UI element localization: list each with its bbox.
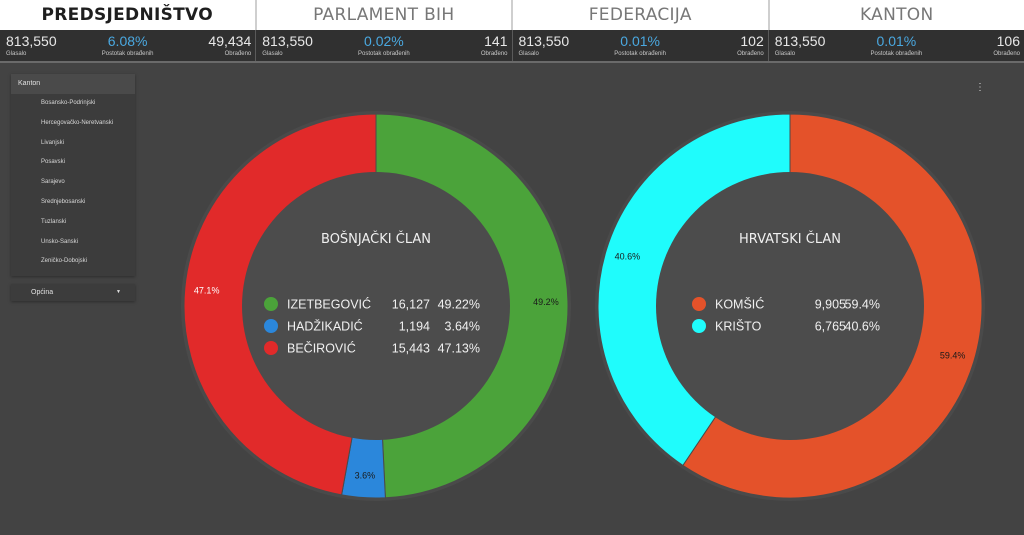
legend-name: HADŽIKADIĆ	[287, 319, 363, 334]
legend-name: KRIŠTO	[715, 319, 762, 334]
election-tabs: PREDSJEDNIŠTVO PARLAMENT BIH FEDERACIJA …	[0, 0, 1024, 30]
glasalo-value: 813,550	[6, 33, 57, 49]
legend-swatch	[692, 319, 706, 333]
stat-group-federacija: 813,550 Glasalo 0.01% Postotak obrađenih…	[513, 30, 769, 61]
legend-value: 9,905	[815, 298, 846, 312]
donut-hole	[242, 172, 510, 440]
obradeno-value: 102	[740, 33, 764, 49]
legend-percent: 47.13%	[438, 342, 480, 356]
legend-swatch	[264, 319, 278, 333]
postotak-label: Postotak obrađenih	[358, 51, 410, 57]
kanton-item[interactable]: Unsko-Sanski	[41, 238, 79, 245]
postotak-label: Postotak obrađenih	[101, 51, 154, 57]
opcina-dropdown-label: Općina	[31, 289, 54, 296]
slice-label: 59.4%	[940, 351, 966, 361]
donut-title: BOŠNJAČKI ČLAN	[321, 231, 431, 247]
donut-bosnjacki: 49.2% 3.6% 47.1% BOŠNJAČKI ČLAN IZETBEGOVI…	[181, 111, 571, 501]
postotak-label: Postotak obrađenih	[870, 51, 923, 57]
legend-value: 6,765	[815, 320, 846, 334]
slice-label: 47.1%	[194, 286, 220, 296]
legend-value: 1,194	[399, 320, 430, 334]
obradeno-value: 49,434	[208, 33, 252, 49]
postotak-value: 6.08%	[107, 33, 148, 49]
obradeno-value: 141	[484, 33, 508, 49]
legend-percent: 59.4%	[845, 298, 880, 312]
tab-parlament-bih[interactable]: PARLAMENT BIH	[257, 0, 513, 30]
tab-federacija[interactable]: FEDERACIJA	[513, 0, 770, 30]
stats-strip: 813,550 Glasalo 6.08% Postotak obrađenih…	[0, 30, 1024, 63]
slice-label: 3.6%	[355, 471, 376, 481]
legend-percent: 49.22%	[438, 298, 480, 312]
legend-name: IZETBEGOVIĆ	[287, 297, 371, 312]
donut-hrvatski: 59.4%40.6% HRVATSKI ČLAN KOMŠIĆ 9,90559.4…	[595, 111, 985, 501]
kanton-item[interactable]: Hercegovačko-Neretvanski	[41, 119, 114, 126]
glasalo-value: 813,550	[774, 33, 826, 49]
glasalo-label: Glasalo	[774, 51, 796, 57]
more-options-icon[interactable]: ⋮	[975, 82, 985, 93]
obradeno-label: Obrađeno	[993, 51, 1020, 57]
glasalo-label: Glasalo	[262, 51, 283, 57]
donut-hole	[656, 172, 924, 440]
legend-value: 15,443	[392, 342, 430, 356]
caret-down-icon: ▼	[116, 289, 121, 295]
glasalo-value: 813,550	[262, 33, 313, 49]
tab-predsjednistvo[interactable]: PREDSJEDNIŠTVO	[0, 0, 257, 30]
slice-labels-hrvatski: 59.4% 40.6%	[615, 251, 966, 360]
legend-percent: 3.64%	[445, 320, 480, 334]
glasalo-label: Glasalo	[6, 51, 27, 57]
kanton-item[interactable]: Posavski	[41, 159, 66, 166]
legend-swatch	[264, 297, 278, 311]
donut-title: HRVATSKI ČLAN	[739, 231, 841, 247]
stat-group-predsjednistvo: 813,550 Glasalo 6.08% Postotak obrađenih…	[0, 30, 257, 61]
postotak-label: Postotak obrađenih	[614, 51, 666, 57]
kanton-item[interactable]: Bosansko-Podrinjski	[41, 100, 96, 106]
kanton-item[interactable]: Tuzlanski	[41, 218, 67, 225]
legend-percent: 40.6%	[845, 320, 880, 334]
kanton-item[interactable]: Srednjebosanski	[41, 198, 86, 205]
postotak-value: 0.02%	[364, 33, 404, 49]
legend-value: 16,127	[392, 298, 430, 312]
kanton-list: Bosansko-Podrinjski Hercegovačko-Neretva…	[11, 94, 135, 272]
glasalo-label: Glasalo	[518, 51, 539, 57]
obradeno-value: 106	[996, 33, 1020, 49]
stat-group-parlament: 813,550 Glasalo 0.02% Postotak obrađenih…	[256, 30, 513, 61]
postotak-value: 0.01%	[876, 33, 917, 49]
legend-swatch	[692, 297, 706, 311]
legend-name: BEČIROVIĆ	[287, 341, 356, 356]
kanton-item[interactable]: Livanjski	[41, 139, 65, 146]
obradeno-label: Obrađeno	[224, 51, 252, 57]
glasalo-value: 813,550	[518, 33, 570, 49]
tab-kanton[interactable]: KANTON	[860, 5, 934, 25]
slice-labels-bosnjacki: 49.2% 3.6% 47.1%	[194, 286, 559, 481]
kanton-item[interactable]: Zeničko-Dobojski	[41, 258, 88, 265]
legend-name: KOMŠIĆ	[715, 297, 764, 312]
kanton-item[interactable]: Sarajevo	[41, 179, 65, 186]
obradeno-label: Obrađeno	[737, 51, 764, 57]
opcina-dropdown[interactable]: Općina ▼	[11, 284, 135, 301]
postotak-value: 0.01%	[620, 33, 660, 49]
stat-group-kanton: 813,550 Glasalo 0.01% Postotak obrađenih…	[769, 30, 1024, 61]
obradeno-label: Obrađeno	[480, 51, 508, 57]
kanton-filter: Kanton Bosansko-Podrinjski Hercegovačko-…	[11, 74, 135, 276]
kanton-filter-title: Kanton	[11, 74, 135, 94]
slice-label: 49.2%	[533, 297, 559, 307]
slice-label: 40.6%	[615, 251, 641, 261]
legend-swatch	[264, 341, 278, 355]
legend-bosnjacki: IZETBEGOVIĆ 16,127 49.22% HADŽIKADIĆ 1,194 3.…	[264, 297, 480, 356]
